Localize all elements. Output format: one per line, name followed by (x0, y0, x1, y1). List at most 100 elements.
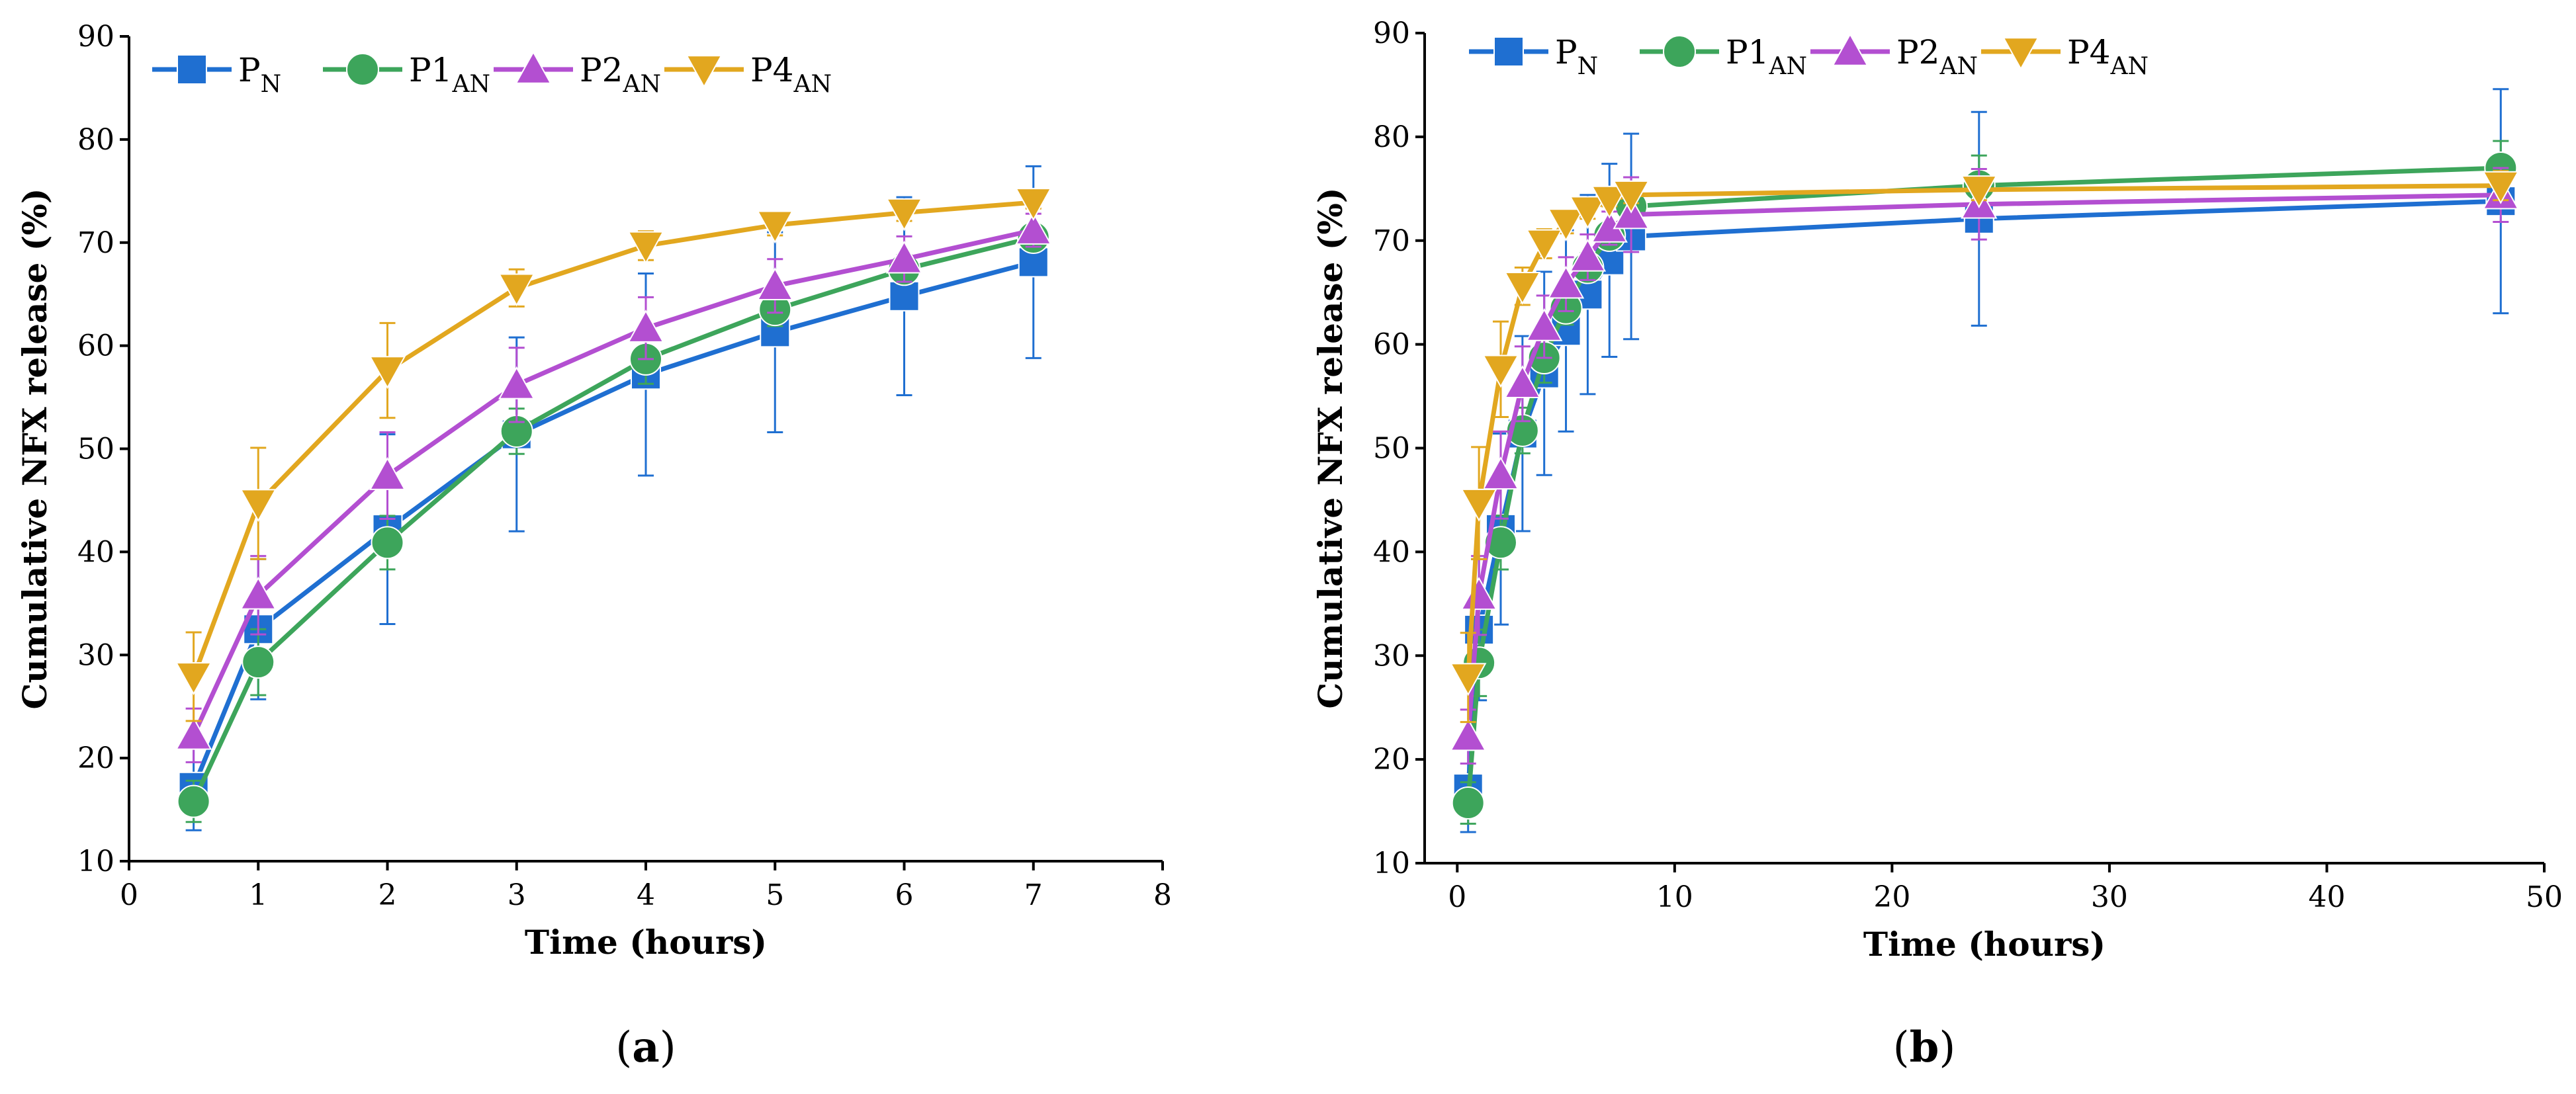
data-point (756, 210, 793, 244)
data-point (1451, 786, 1485, 820)
y-tick-label: 80 (1373, 120, 1410, 154)
legend: PN P1AN P2AN P4AN (1469, 32, 2149, 80)
y-tick-label: 60 (77, 329, 114, 363)
legend-label: P4AN (2067, 33, 2149, 80)
data-point (1591, 185, 1628, 219)
data-point (240, 576, 277, 610)
data-point (1504, 271, 1541, 305)
data-point (1525, 308, 1563, 341)
data-point (1547, 208, 1585, 242)
series-p4-an (1450, 170, 2519, 724)
y-tick-label: 40 (77, 535, 114, 569)
y-tick-label: 60 (1373, 328, 1410, 362)
y-tick-label: 10 (77, 845, 114, 878)
x-tick-label: 40 (2308, 880, 2345, 914)
y-tick-label: 20 (1373, 743, 1410, 777)
x-axis-title: Time (hours) (525, 923, 767, 962)
series-p2-an (175, 211, 1052, 763)
series-p1-an (1451, 140, 2518, 825)
legend-label: P2AN (580, 51, 661, 98)
chart-b: 0 10 20 30 40 50 10 20 30 40 50 60 70 80 90 Time (hours… (1311, 17, 2563, 1072)
data-point (1482, 456, 1519, 490)
data-point (889, 280, 920, 312)
data-point (498, 273, 535, 307)
data-point (1015, 188, 1052, 222)
legend-label: P1AN (409, 51, 490, 98)
data-point (1569, 196, 1607, 230)
x-tick-label: 20 (1873, 880, 1910, 914)
y-tick-label: 70 (1373, 224, 1410, 258)
x-tick-label: 0 (1448, 880, 1466, 914)
series-line (191, 259, 1034, 788)
series-line (191, 228, 1034, 737)
data-point (498, 366, 535, 400)
data-point (1961, 175, 1998, 208)
x-tick-label: 5 (766, 878, 784, 912)
y-tick-label: 90 (1373, 17, 1410, 50)
y-tick-label: 50 (1373, 432, 1410, 466)
data-point (1450, 718, 1487, 751)
data-point (369, 456, 406, 490)
data-point (177, 784, 210, 818)
data-point (756, 267, 793, 301)
data-point (1547, 265, 1585, 299)
legend-label: P2AN (1896, 33, 1978, 80)
data-point (1450, 663, 1487, 696)
legend-marker (686, 55, 723, 89)
data-point (371, 526, 404, 560)
y-tick-label: 50 (77, 433, 114, 466)
data-point (1569, 238, 1607, 272)
legend-label: P1AN (1726, 33, 1807, 80)
legend-marker (1493, 36, 1524, 67)
chart-a: 0 1 2 3 4 5 6 7 8 10 20 30 40 50 60 70 80 90 Time (hours) C… (15, 20, 1172, 1072)
data-point (1504, 365, 1541, 399)
legend-label: PN (238, 51, 281, 98)
legend-marker (2002, 37, 2039, 71)
data-point (175, 716, 212, 750)
data-point (1525, 229, 1563, 263)
x-tick-label: 50 (2526, 880, 2563, 914)
legend-marker (1832, 32, 1869, 66)
x-tick-label: 8 (1153, 878, 1172, 912)
x-tick-label: 2 (378, 878, 397, 912)
legend-marker (177, 54, 207, 85)
series-line (1466, 192, 2501, 737)
x-tick-label: 10 (1656, 880, 1693, 914)
y-tick-label: 80 (77, 123, 114, 157)
series-p4-an (175, 188, 1052, 722)
series-p1-an (177, 220, 1050, 823)
x-tick-label: 7 (1024, 878, 1043, 912)
x-tick-label: 4 (637, 878, 655, 912)
series-line (191, 235, 1034, 803)
y-tick-label: 20 (77, 741, 114, 775)
y-tick-label: 90 (77, 20, 114, 54)
data-point (627, 310, 664, 343)
x-tick-label: 3 (508, 878, 526, 912)
y-axis-title: Cumulative NFX release (%) (15, 188, 54, 709)
data-point (1460, 488, 1497, 522)
y-tick-label: 30 (77, 638, 114, 672)
panel-label: (b) (1893, 1023, 1956, 1072)
series-line (1466, 198, 2501, 789)
y-tick-label: 40 (1373, 535, 1410, 569)
data-point (2482, 171, 2519, 204)
y-tick-label: 10 (1373, 847, 1410, 880)
x-tick-label: 1 (249, 878, 267, 912)
data-point (885, 240, 923, 274)
data-point (175, 662, 212, 696)
data-point (240, 489, 277, 523)
x-tick-label: 30 (2091, 880, 2128, 914)
y-tick-label: 30 (1373, 639, 1410, 673)
data-point (1484, 526, 1517, 560)
legend-marker (515, 50, 552, 84)
data-point (1015, 211, 1052, 245)
data-point (1460, 577, 1497, 610)
legend-label: PN (1555, 33, 1598, 80)
data-point (1482, 355, 1519, 388)
x-tick-label: 0 (120, 878, 138, 912)
legend-marker (346, 53, 379, 86)
data-point (1613, 180, 1650, 214)
x-tick-label: 6 (895, 878, 914, 912)
data-point (885, 198, 923, 231)
